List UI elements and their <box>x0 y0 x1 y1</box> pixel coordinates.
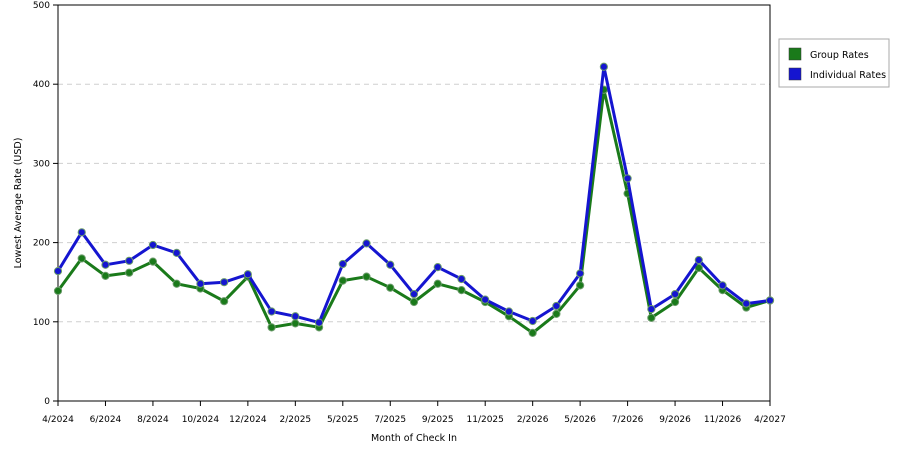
x-tick-label-8: 9/2025 <box>422 415 454 425</box>
data-point-0-10 <box>291 319 300 328</box>
x-tick-label-7: 7/2025 <box>374 415 406 425</box>
data-point-1-11 <box>314 318 324 327</box>
data-point-0-21 <box>552 309 561 318</box>
data-point-1-4 <box>148 240 158 250</box>
data-point-0-27 <box>694 263 703 273</box>
x-tick-label-4: 12/2024 <box>229 415 267 425</box>
data-point-0-22 <box>576 281 585 290</box>
data-point-0-1 <box>77 254 86 263</box>
data-point-1-19 <box>504 307 514 316</box>
data-point-1-5 <box>172 248 181 257</box>
data-point-1-14 <box>386 260 395 269</box>
y-tick-label-2: 200 <box>33 239 50 249</box>
data-point-0-12 <box>338 276 347 285</box>
x-axis: 4/2024 6/2024 8/2024 10/2024 12/2024 2/2025 5/… <box>42 401 786 425</box>
x-tick-label-2: 8/2024 <box>137 415 169 425</box>
x-tick-label-10: 2/2026 <box>517 415 549 425</box>
data-point-0-5 <box>172 279 181 288</box>
data-point-1-28 <box>718 281 727 290</box>
data-point-0-26 <box>670 297 680 307</box>
data-point-0-7 <box>220 297 229 306</box>
data-point-1-29 <box>742 299 751 308</box>
x-tick-label-11: 5/2026 <box>564 415 596 425</box>
data-point-0-15 <box>409 297 419 307</box>
data-point-0-9 <box>267 323 276 332</box>
data-point-0-0 <box>53 286 63 296</box>
data-point-1-17 <box>457 274 466 284</box>
data-point-0-13 <box>362 272 371 281</box>
x-tick-label-12: 7/2026 <box>612 415 644 425</box>
data-point-1-22 <box>576 269 585 278</box>
plot-area <box>57 4 771 402</box>
series-1 <box>53 62 775 327</box>
x-tick-label-14: 11/2026 <box>704 415 742 425</box>
x-tick-label-0: 4/2024 <box>42 415 74 425</box>
data-point-0-25 <box>647 313 656 322</box>
data-point-1-27 <box>694 255 703 265</box>
data-point-1-6 <box>196 279 205 288</box>
data-point-1-8 <box>243 270 252 279</box>
y-tick-label-5: 500 <box>33 1 50 11</box>
grid-lines <box>58 83 770 323</box>
data-point-1-10 <box>291 312 300 321</box>
data-point-1-2 <box>101 260 110 269</box>
data-point-1-13 <box>362 239 371 248</box>
data-point-1-24 <box>623 174 632 183</box>
legend-label-0: Group Rates <box>810 50 869 61</box>
y-tick-label-1: 100 <box>33 318 50 328</box>
data-point-0-17 <box>457 286 466 295</box>
data-point-1-9 <box>267 307 276 316</box>
y-axis-title: Lowest Average Rate (USD) <box>13 138 24 269</box>
data-point-0-20 <box>528 328 537 337</box>
data-point-1-21 <box>552 301 561 311</box>
data-point-1-25 <box>647 305 656 314</box>
data-point-1-16 <box>433 263 442 272</box>
y-tick-label-0: 0 <box>44 397 50 407</box>
data-point-0-2 <box>101 271 110 280</box>
data-point-1-15 <box>409 289 419 299</box>
data-point-1-18 <box>481 295 490 304</box>
data-point-1-0 <box>53 267 63 276</box>
data-point-0-14 <box>386 283 395 292</box>
x-tick-label-6: 5/2025 <box>327 415 359 425</box>
data-point-1-30 <box>765 296 775 305</box>
data-point-1-23 <box>599 62 608 71</box>
data-point-1-12 <box>338 259 347 269</box>
x-tick-label-1: 6/2024 <box>90 415 122 425</box>
data-point-1-3 <box>125 256 134 265</box>
data-point-1-26 <box>670 289 680 299</box>
data-point-1-7 <box>220 278 229 287</box>
legend-label-1: Individual Rates <box>810 70 886 81</box>
x-axis-title: Month of Check In <box>371 433 457 444</box>
x-tick-label-15: 4/2027 <box>754 415 786 425</box>
series-layer <box>53 62 775 337</box>
data-point-0-4 <box>148 257 158 266</box>
x-tick-label-13: 9/2026 <box>659 415 691 425</box>
data-point-0-3 <box>125 268 134 277</box>
x-tick-label-3: 10/2024 <box>182 415 220 425</box>
y-tick-label-4: 400 <box>33 80 50 90</box>
series-line-1 <box>56 65 771 325</box>
y-axis: 0 100 200 300 400 500 <box>33 1 58 407</box>
data-point-1-1 <box>77 228 86 237</box>
legend-swatch-0 <box>788 47 802 61</box>
data-point-1-20 <box>528 316 537 326</box>
x-tick-label-9: 11/2025 <box>467 415 504 425</box>
y-tick-label-3: 300 <box>33 159 50 169</box>
data-point-0-16 <box>433 279 442 288</box>
x-tick-label-5: 2/2025 <box>279 415 311 425</box>
legend-swatch-1 <box>788 67 802 81</box>
legend: Group Rates Individual Rates <box>778 38 890 88</box>
